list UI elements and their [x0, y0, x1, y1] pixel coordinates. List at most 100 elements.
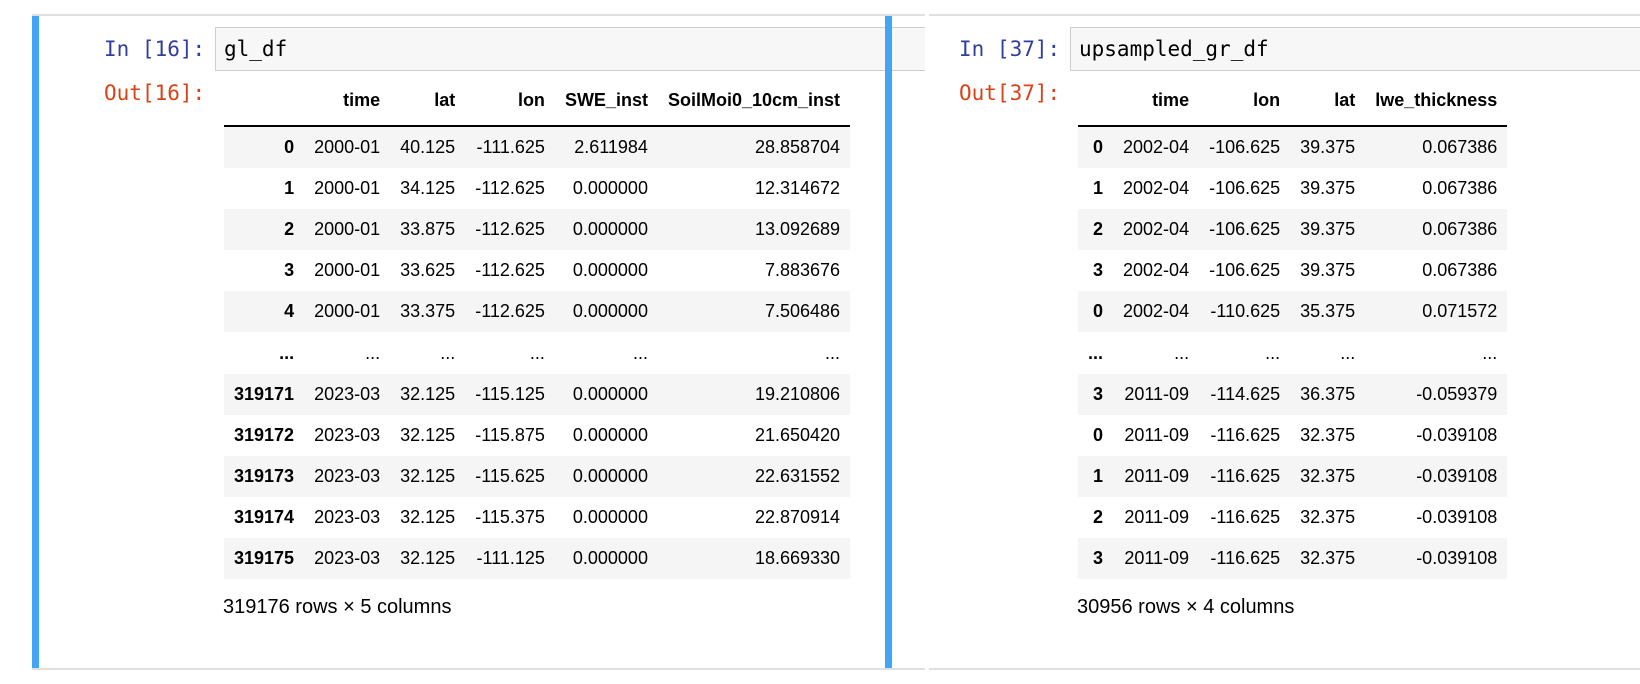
table-cell: ...: [365, 342, 381, 363]
table-cell: 40.125: [400, 137, 456, 157]
table-row: 4 2000-01 33.375 -112.625 0.000000 7.506486: [224, 291, 851, 332]
table-row: 319171 2023-03 32.125 -115.125 0.000000 19.21…: [224, 374, 851, 415]
table-cell: -111.625: [476, 137, 545, 157]
dataframe-shape: 319176 rows × 5 columns: [223, 596, 452, 618]
row-index: 319172: [234, 425, 295, 445]
table-row: 0 2002-04 -106.625 39.375 0.067386: [1078, 126, 1508, 168]
table-cell: 2002-04: [1123, 301, 1190, 321]
table-cell: 2011-09: [1124, 507, 1190, 527]
table-cell: -112.625: [475, 219, 545, 239]
table-cell: 2023-03: [314, 548, 381, 568]
table-cell: 2011-09: [1124, 548, 1190, 568]
table-cell: 32.125: [400, 548, 456, 568]
table-cell: -112.625: [475, 178, 545, 198]
table-cell: -0.039108: [1416, 466, 1498, 486]
table-cell: 2002-04: [1123, 178, 1190, 198]
table-row: 0 2002-04 -110.625 35.375 0.071572: [1078, 291, 1508, 332]
table-cell: ...: [825, 342, 841, 363]
index-header: [1078, 75, 1114, 127]
output-prompt: Out[16]:: [104, 81, 206, 105]
table-cell: 32.375: [1300, 548, 1356, 568]
table-cell: 33.625: [400, 260, 456, 280]
table-row: 3 2002-04 -106.625 39.375 0.067386: [1078, 250, 1507, 291]
table-cell: -114.625: [1210, 384, 1281, 404]
table-cell: 7.883676: [764, 260, 841, 280]
table-row: 319174 2023-03 32.125 -115.375 0.000000 22.87…: [224, 497, 850, 538]
table-cell: -115.625: [475, 466, 545, 486]
row-index: 319173: [234, 466, 295, 486]
table-cell: 0.000000: [572, 466, 648, 486]
input-prompt: In [16]:: [104, 37, 206, 61]
column-header: time: [304, 75, 391, 127]
row-index: 3: [1093, 384, 1104, 404]
table-cell: 0.000000: [572, 384, 648, 404]
table-cell: -111.125: [476, 548, 545, 568]
table-cell: 2000-01: [314, 137, 381, 157]
cell-selection-bar: [885, 16, 892, 668]
table-cell: 2023-03: [314, 466, 381, 486]
table-cell: 0.067386: [1422, 137, 1498, 157]
dataframe-shape: 30956 rows × 4 columns: [1077, 596, 1295, 618]
table-cell: -0.039108: [1416, 425, 1498, 445]
table-cell: 22.631552: [754, 466, 841, 486]
table-row: 0 2011-09 -116.625 32.375 -0.039108: [1078, 415, 1507, 456]
column-header: lwe_thickness: [1365, 75, 1508, 127]
table-cell: 2011-09: [1124, 425, 1190, 445]
row-index: 1: [284, 178, 295, 198]
row-index: 2: [1093, 507, 1104, 527]
table-cell: -106.625: [1209, 137, 1281, 157]
table-cell: 34.125: [400, 178, 456, 198]
table-row: 1 2011-09 -116.625 32.375 -0.039108: [1078, 456, 1508, 497]
table-cell: 39.375: [1300, 137, 1356, 157]
table-row: 2 2011-09 -116.625 32.375 -0.039108: [1078, 497, 1507, 538]
row-index: ...: [1088, 342, 1104, 363]
table-cell: -106.625: [1209, 260, 1281, 280]
table-cell: ...: [1482, 342, 1498, 363]
table-cell: 2023-03: [314, 507, 381, 527]
table-cell: 35.375: [1300, 301, 1356, 321]
column-header: lat: [390, 75, 466, 127]
notebook-cell-right[interactable]: In [37]: upsampled_gr_df Out[37]: time lo…: [885, 14, 1640, 670]
table-cell: -116.625: [1210, 548, 1281, 568]
row-index: 3: [284, 260, 295, 280]
table-cell: ...: [1265, 342, 1281, 363]
ellipsis-row: ...............: [1078, 332, 1507, 374]
table-row: 3 2011-09 -114.625 36.375 -0.059379: [1078, 374, 1508, 415]
table-row: 2 2000-01 33.875 -112.625 0.000000 13.092689: [224, 209, 851, 250]
table-cell: 0.000000: [572, 507, 648, 527]
table-cell: 22.870914: [754, 507, 841, 527]
table-cell: -115.125: [475, 384, 545, 404]
row-index: 2: [1093, 219, 1104, 239]
table-cell: 33.375: [400, 301, 456, 321]
table-cell: 0.000000: [572, 425, 648, 445]
table-row: 319172 2023-03 32.125 -115.875 0.000000 21.65…: [224, 415, 850, 456]
table-cell: 12.314672: [754, 178, 841, 198]
table-cell: 32.375: [1300, 507, 1356, 527]
table-header-row: time lon lat lwe_thickness: [1078, 75, 1508, 127]
row-index: 319175: [234, 548, 295, 568]
table-cell: 2000-01: [314, 301, 381, 321]
table-cell: 32.375: [1300, 466, 1356, 486]
row-index: 319174: [234, 507, 295, 527]
code-input[interactable]: gl_df: [215, 27, 925, 71]
row-index: 0: [1093, 137, 1104, 157]
table-row: 3 2000-01 33.625 -112.625 0.000000 7.883676: [224, 250, 850, 291]
table-cell: ...: [1174, 342, 1190, 363]
table-row: 1 2000-01 34.125 -112.625 0.000000 12.314672: [224, 168, 850, 209]
column-header: SWE_inst: [554, 75, 658, 127]
row-index: 0: [284, 137, 295, 157]
table-cell: -112.625: [475, 260, 545, 280]
table-row: 0 2000-01 40.125 -111.625 2.611984 28.858704: [224, 126, 851, 168]
table-cell: 2.611984: [574, 137, 648, 157]
table-cell: 32.375: [1300, 425, 1356, 445]
notebook-cell-left[interactable]: In [16]: gl_df Out[16]: time lat lon SWE_in…: [32, 14, 925, 670]
table-cell: 32.125: [400, 425, 456, 445]
table-cell: ...: [632, 342, 648, 363]
table-cell: -116.625: [1210, 425, 1281, 445]
table-row: 319175 2023-03 32.125 -111.125 0.000000 18.66…: [224, 538, 851, 579]
table-cell: 19.210806: [754, 384, 841, 404]
row-index: 1: [1093, 466, 1104, 486]
output-prompt: Out[37]:: [959, 81, 1061, 105]
table-cell: -0.039108: [1416, 548, 1498, 568]
code-input[interactable]: upsampled_gr_df: [1070, 27, 1640, 71]
